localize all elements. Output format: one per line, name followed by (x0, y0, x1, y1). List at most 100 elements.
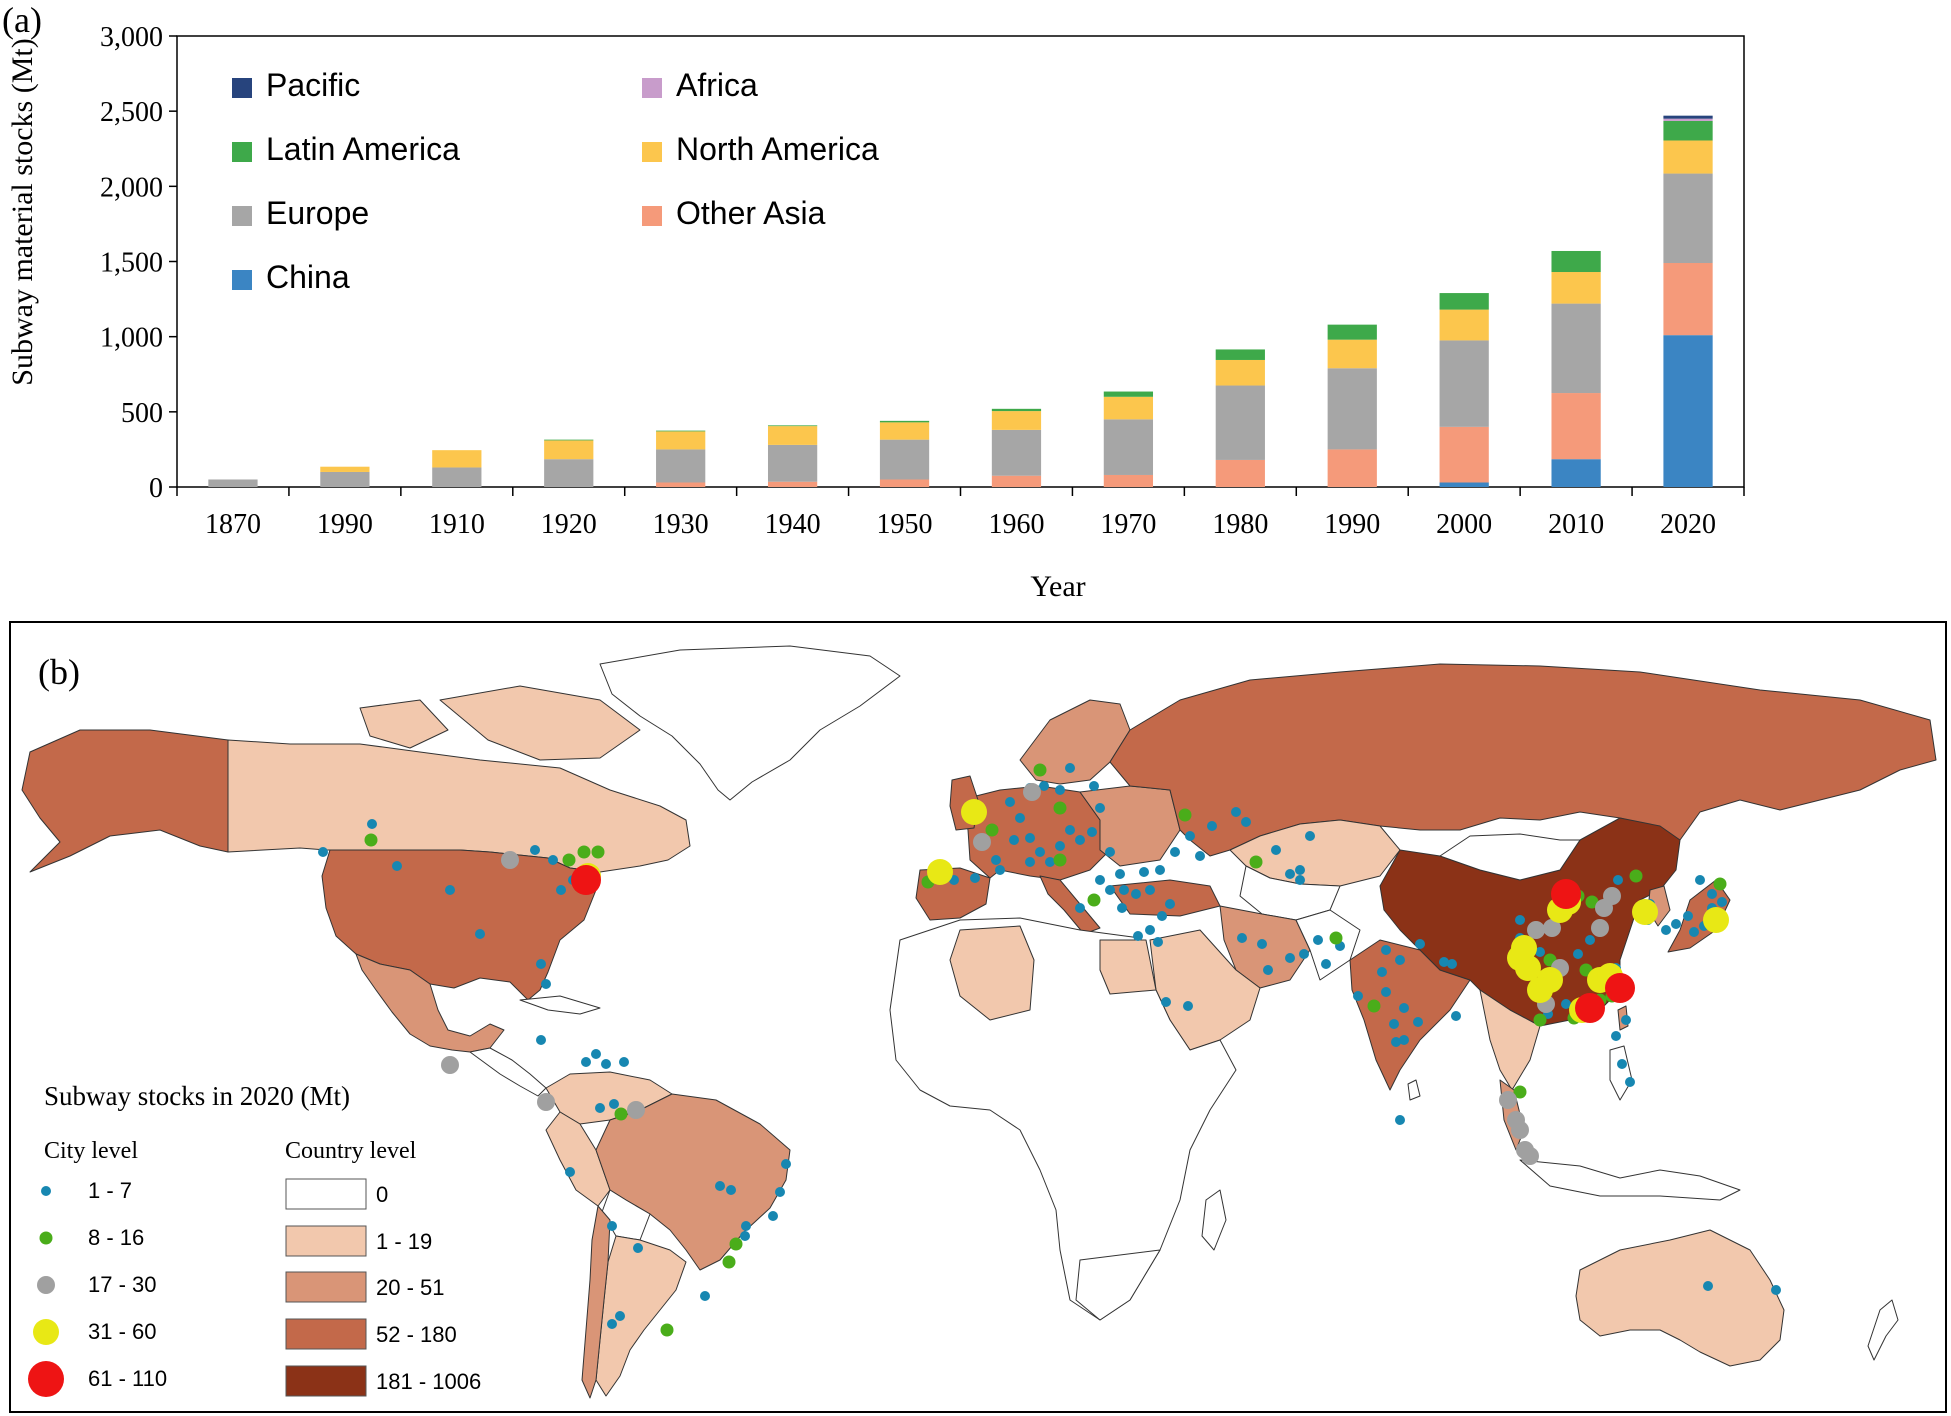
city-marker (1285, 953, 1295, 963)
bar-segment-europe (991, 429, 1042, 476)
city-marker (1045, 857, 1055, 867)
city-marker (1521, 1147, 1539, 1165)
city-marker (1707, 889, 1717, 899)
city-marker (660, 1323, 674, 1337)
bar-segment-europe (432, 467, 482, 487)
city-marker (1237, 933, 1247, 943)
city-marker (1249, 855, 1263, 869)
bar-segment-other-asia (1103, 474, 1154, 487)
bar-segment-pacific (1663, 115, 1713, 119)
x-tick-label: 2000 (1436, 509, 1492, 540)
city-level-legend: 1 - 7 8 - 16 17 - 30 31 - 60 61 - 110 (28, 1178, 167, 1397)
city-marker (1095, 803, 1105, 813)
city-marker (318, 847, 328, 857)
bar-segment-other-asia (879, 479, 930, 487)
legend-swatch (232, 142, 252, 162)
city-markers (318, 763, 1781, 1337)
city-marker (1515, 915, 1525, 925)
city-marker (1231, 807, 1241, 817)
city-marker (1353, 991, 1363, 1001)
city-marker (995, 865, 1005, 875)
city-marker (1671, 919, 1681, 929)
city-marker (1511, 935, 1537, 961)
country-legend-label: 181 - 1006 (376, 1369, 481, 1394)
algeria-shape (949, 925, 1035, 1021)
egypt-shape (1099, 939, 1157, 995)
city-marker (1263, 965, 1273, 975)
city-marker (501, 851, 519, 869)
city-marker (1145, 885, 1155, 895)
city-marker (1413, 1017, 1423, 1027)
bar-segment-latin-america (1663, 120, 1713, 141)
city-legend-marker (28, 1361, 64, 1397)
city-marker (985, 823, 999, 837)
city-marker (1025, 857, 1035, 867)
australia-shape (1575, 1229, 1785, 1367)
city-marker (768, 1211, 778, 1221)
city-marker (1065, 763, 1075, 773)
bars (208, 115, 1713, 487)
philippines-shape (1609, 1045, 1633, 1101)
city-marker (1703, 1281, 1713, 1291)
bar-segment-north-america (1663, 140, 1713, 174)
city-marker (1629, 869, 1643, 883)
city-marker (1023, 783, 1041, 801)
city-marker (1321, 959, 1331, 969)
bar-segment-latin-america (1327, 324, 1377, 340)
city-marker (392, 861, 402, 871)
city-marker (1771, 1285, 1781, 1295)
city-marker (781, 1159, 791, 1169)
city-marker (1613, 875, 1623, 885)
bar-segment-north-america (1103, 396, 1154, 420)
city-marker (1025, 833, 1035, 843)
city-marker (1178, 808, 1192, 822)
y-axis: 0 500 1,000 1,500 2,000 2,500 3,000 (100, 22, 177, 504)
city-marker (1573, 949, 1583, 959)
city-marker (1717, 897, 1727, 907)
x-tick-label: 1970 (1100, 509, 1156, 540)
city-marker (1105, 885, 1115, 895)
bar-segment-europe (544, 459, 594, 487)
x-tick-label: 2010 (1548, 509, 1604, 540)
city-level-title: City level (44, 1138, 138, 1164)
bar-segment-europe (1551, 303, 1601, 394)
bar-segment-latin-america (1551, 250, 1601, 273)
city-marker (1105, 847, 1115, 857)
city-marker (1153, 937, 1163, 947)
bar-segment-north-america (767, 426, 818, 445)
city-marker (1399, 1035, 1409, 1045)
city-marker (1513, 1085, 1527, 1099)
city-legend-label: 8 - 16 (88, 1225, 144, 1250)
bar-segment-other-asia (1439, 426, 1489, 483)
city-marker (1585, 895, 1599, 909)
x-tick-label: 1950 (877, 509, 933, 540)
legend-swatch (232, 206, 252, 226)
city-marker (548, 855, 558, 865)
city-marker (591, 845, 605, 859)
panel-a-label: (a) (2, 0, 42, 40)
city-marker (1399, 1003, 1409, 1013)
city-marker (1447, 959, 1457, 969)
city-marker (1095, 875, 1105, 885)
bar-segment-latin-america (879, 420, 930, 423)
city-marker (729, 1237, 743, 1251)
city-legend-label: 61 - 110 (88, 1366, 167, 1391)
city-marker (445, 885, 455, 895)
x-tick-label: 1870 (205, 509, 261, 540)
city-marker (1391, 1037, 1401, 1047)
southeast-asia-shape (1479, 989, 1541, 1091)
city-legend-marker (33, 1319, 59, 1345)
bar-segment-north-america (1215, 359, 1265, 386)
country-legend-swatch (285, 1318, 367, 1350)
legend-swatch (232, 78, 252, 98)
city-marker (562, 853, 576, 867)
city-marker (1157, 911, 1167, 921)
city-marker (1133, 931, 1143, 941)
city-marker (1713, 877, 1727, 891)
bar-segment-north-america (432, 450, 482, 468)
city-marker (1313, 935, 1323, 945)
alaska-shape (21, 729, 229, 873)
greenland-shape (599, 645, 901, 801)
bar-segment-other-asia (1551, 393, 1601, 460)
